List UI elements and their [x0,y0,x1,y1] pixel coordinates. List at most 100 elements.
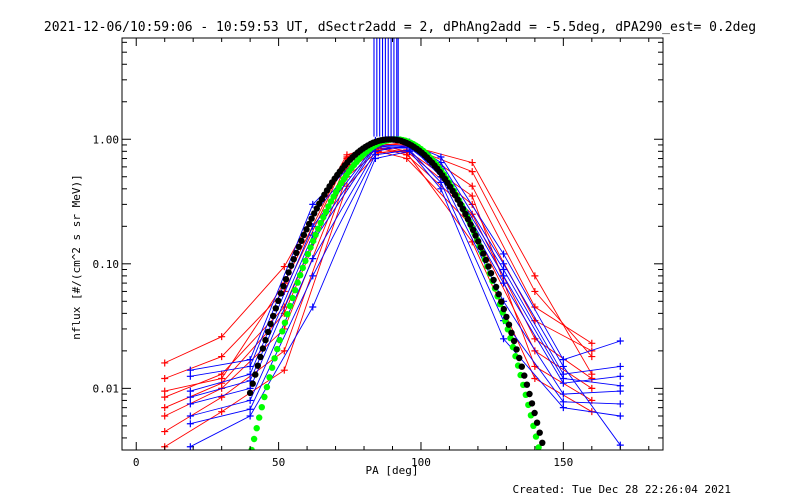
fit-dot-black [539,439,546,446]
data-point-blue-12-0 [186,420,194,428]
fit-dot-black [516,354,523,362]
fit-dot-black [305,220,313,228]
data-point-red-1-6 [468,200,476,208]
fit-dot-black [485,263,492,270]
fit-dot-black [285,269,292,276]
fit-dot-green [322,208,330,215]
y-axis-label: nflux [#/(cm^2 s sr MeV)] [70,174,83,340]
fit-dot-green [291,287,299,294]
data-point-blue-9-0 [186,387,194,395]
fit-dot-black [464,216,472,223]
data-point-blue-13-8 [616,412,624,420]
data-point-red-6-8 [588,370,596,378]
data-point-blue-13-5 [437,185,445,193]
data-point-red-0-2 [280,263,288,271]
data-point-red-2-8 [588,353,596,361]
fit-dot-green [289,294,296,302]
fit-dot-black [313,205,320,212]
data-point-blue-12-8 [616,400,624,408]
data-point-blue-12-5 [437,178,445,186]
fit-dot-green [284,311,291,318]
data-point-blue-14-0 [186,372,194,380]
fit-dot-black [498,298,505,305]
fit-dot-green [268,364,276,371]
fit-dot-black [295,243,302,250]
data-point-red-7-7 [531,375,539,383]
x-tick-label: 0 [133,456,140,469]
data-point-blue-12-1 [246,405,254,413]
data-point-blue-15-6 [500,272,508,280]
data-point-red-6-6 [468,159,476,167]
data-point-red-2-6 [468,168,476,176]
data-point-red-4-2 [280,347,288,355]
data-point-blue-14-1 [246,362,254,370]
fit-dot-green [258,404,265,411]
series-line-red-0 [164,141,593,364]
data-point-blue-11-0 [186,412,194,420]
fit-dot-black [252,371,259,378]
fit-dot-black [280,283,287,290]
fit-dot-black [308,215,315,222]
data-point-blue-13-2 [309,303,317,311]
data-point-blue-12-2 [309,272,317,280]
fit-dot-black [262,336,269,344]
fit-dot-black [298,237,305,244]
series-line-red-1 [164,144,593,379]
data-point-blue-11-1 [246,396,254,404]
fit-dot-green [320,214,327,221]
fit-dot-green [304,250,312,258]
data-point-red-7-0 [161,404,169,412]
fit-dot-green [261,393,268,401]
data-point-red-5-2 [280,366,288,374]
fit-dot-black [475,238,482,245]
data-point-red-2-0 [161,393,169,401]
fit-dot-green [276,336,283,344]
fit-dot-black [254,362,261,369]
fit-dot-black [264,328,272,336]
fit-dot-black [490,276,497,284]
fit-dot-black [518,363,525,370]
y-tick-label: 0.01 [93,382,120,395]
fit-dot-green [256,414,263,421]
data-point-blue-13-7 [559,404,567,412]
series-line-blue-8 [190,139,621,371]
fit-dot-green [315,225,322,232]
fit-dot-black [303,226,310,233]
x-tick-label: 100 [411,456,431,469]
fit-dot-black [270,312,277,320]
series-line-red-4 [164,150,593,432]
data-point-blue-15-7 [559,375,567,383]
x-tick-label: 150 [553,456,573,469]
fit-dot-black [272,305,279,312]
fit-dot-green [250,435,258,443]
data-point-blue-8-0 [186,366,194,374]
fit-dot-green [281,319,289,326]
fit-dot-black [536,429,543,436]
data-point-blue-8-6 [500,250,508,258]
chart-title: 2021-12-06/10:59:06 - 10:59:53 UT, dSect… [44,20,756,35]
fit-dot-black [510,337,518,345]
data-point-red-4-8 [588,384,596,392]
data-point-blue-8-8 [616,337,624,345]
x-axis-label: PA [deg] [366,464,419,477]
fit-dot-black [293,249,300,257]
data-point-red-4-0 [161,428,169,436]
data-point-blue-15-0 [186,393,194,401]
series-line-red-7 [164,146,593,413]
fit-dot-green [327,198,335,205]
fit-dot-black [469,226,477,234]
fit-dot-black [500,305,507,313]
data-point-red-5-6 [468,192,476,200]
fit-dot-black [277,290,285,297]
series-line-red-2 [164,145,593,398]
data-point-red-4-5 [403,155,411,163]
fit-dot-black [290,256,297,263]
fit-dot-black [311,210,318,217]
plot-area [161,38,624,450]
data-point-blue-10-8 [616,372,624,380]
data-point-red-1-1 [218,353,226,361]
plot-frame [121,37,664,451]
fit-dot-black [249,380,256,387]
data-point-red-5-1 [218,408,226,416]
